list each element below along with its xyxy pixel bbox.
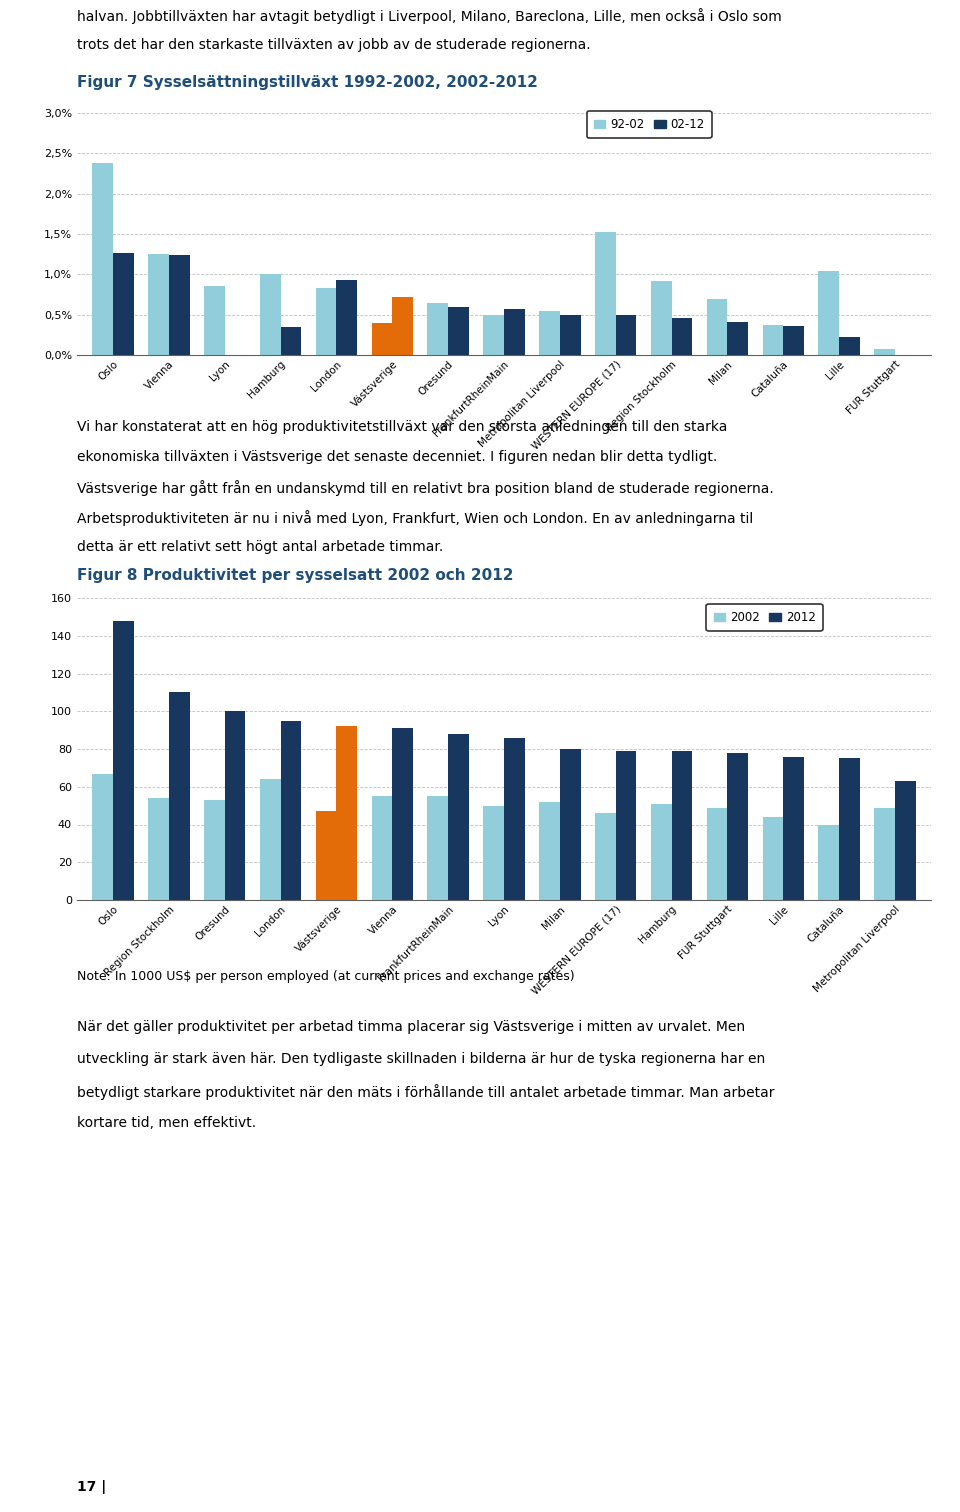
Text: Vi har konstaterat att en hög produktivitetstillväxt var den största anledningen: Vi har konstaterat att en hög produktivi… [77, 420, 727, 434]
Bar [169, 256, 190, 355]
Text: utveckling är stark även här. Den tydligaste skillnaden i bilderna är hur de tys: utveckling är stark även här. Den tydlig… [77, 1052, 765, 1066]
Bar [427, 302, 448, 355]
Bar [280, 721, 301, 900]
Text: trots det har den starkaste tillväxten av jobb av de studerade regionerna.: trots det har den starkaste tillväxten a… [77, 38, 590, 51]
Bar [839, 337, 860, 355]
Text: detta är ett relativt sett högt antal arbetade timmar.: detta är ett relativt sett högt antal ar… [77, 540, 444, 553]
Bar [672, 751, 692, 900]
Bar [92, 774, 113, 900]
Bar [595, 233, 615, 355]
Bar [260, 779, 280, 900]
Bar [113, 253, 133, 355]
Bar [504, 738, 525, 900]
Bar [148, 798, 169, 900]
Bar [204, 800, 225, 900]
Text: Arbetsproduktiviteten är nu i nivå med Lyon, Frankfurt, Wien och London. En av a: Arbetsproduktiviteten är nu i nivå med L… [77, 510, 753, 526]
Bar [427, 797, 448, 900]
Bar [280, 327, 301, 355]
Text: ekonomiska tillväxten i Västsverige det senaste decenniet. I figuren nedan blir : ekonomiska tillväxten i Västsverige det … [77, 451, 717, 464]
Bar [839, 759, 860, 900]
Bar [483, 314, 504, 355]
Bar [651, 804, 672, 900]
Bar [875, 807, 895, 900]
Text: När det gäller produktivitet per arbetad timma placerar sig Västsverige i mitten: När det gäller produktivitet per arbetad… [77, 1021, 745, 1034]
Bar [818, 824, 839, 900]
Text: Västsverige har gått från en undanskymd till en relativt bra position bland de s: Västsverige har gått från en undanskymd … [77, 479, 774, 496]
Bar [372, 322, 393, 355]
Bar [707, 298, 728, 355]
Text: Figur 7 Sysselsättningstillväxt 1992-2002, 2002-2012: Figur 7 Sysselsättningstillväxt 1992-200… [77, 76, 538, 91]
Bar [113, 620, 133, 900]
Text: betydligt starkare produktivitet när den mäts i förhållande till antalet arbetad: betydligt starkare produktivitet när den… [77, 1084, 775, 1099]
Bar [818, 271, 839, 355]
Bar [448, 307, 468, 355]
Bar [169, 692, 190, 900]
Bar [615, 751, 636, 900]
Bar [783, 756, 804, 900]
Bar [707, 807, 728, 900]
Bar [92, 163, 113, 355]
Legend: 2002, 2012: 2002, 2012 [707, 603, 823, 631]
Text: halvan. Jobbtillväxten har avtagit betydligt i Liverpool, Milano, Bareclona, Lil: halvan. Jobbtillväxten har avtagit betyd… [77, 8, 781, 24]
Bar [762, 325, 783, 355]
Text: 17 |: 17 | [77, 1480, 106, 1494]
Bar [316, 289, 336, 355]
Bar [316, 812, 336, 900]
Bar [783, 327, 804, 355]
Bar [895, 782, 916, 900]
Bar [148, 254, 169, 355]
Bar [540, 801, 560, 900]
Bar [560, 748, 581, 900]
Bar [372, 797, 393, 900]
Text: Note: In 1000 US$ per person employed (at current prices and exchange rates): Note: In 1000 US$ per person employed (a… [77, 971, 574, 983]
Bar [393, 729, 413, 900]
Bar [595, 813, 615, 900]
Bar [336, 726, 357, 900]
Bar [260, 274, 280, 355]
Legend: 92-02, 02-12: 92-02, 02-12 [587, 110, 711, 138]
Bar [504, 308, 525, 355]
Bar [225, 711, 246, 900]
Bar [540, 310, 560, 355]
Bar [762, 816, 783, 900]
Bar [651, 281, 672, 355]
Bar [483, 806, 504, 900]
Bar [728, 322, 748, 355]
Text: Figur 8 Produktivitet per sysselsatt 2002 och 2012: Figur 8 Produktivitet per sysselsatt 200… [77, 569, 514, 584]
Bar [560, 314, 581, 355]
Bar [728, 753, 748, 900]
Bar [204, 286, 225, 355]
Bar [393, 296, 413, 355]
Text: kortare tid, men effektivt.: kortare tid, men effektivt. [77, 1116, 256, 1129]
Bar [336, 280, 357, 355]
Bar [875, 349, 895, 355]
Bar [672, 318, 692, 355]
Bar [448, 733, 468, 900]
Bar [615, 314, 636, 355]
